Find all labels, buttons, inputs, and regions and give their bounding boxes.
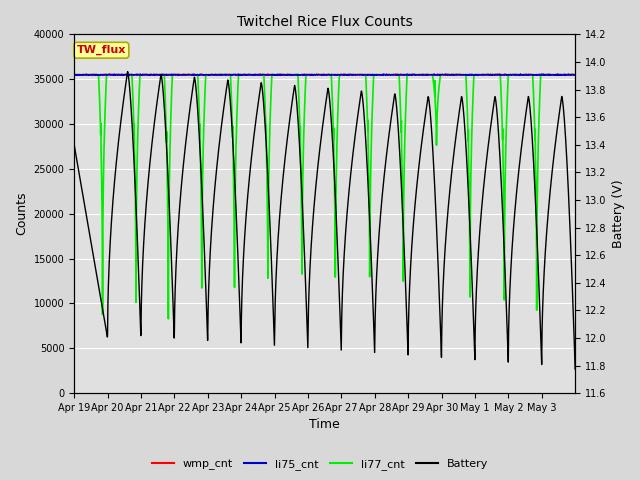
Text: TW_flux: TW_flux xyxy=(77,45,126,55)
Title: Twitchel Rice Flux Counts: Twitchel Rice Flux Counts xyxy=(237,15,413,29)
Y-axis label: Battery (V): Battery (V) xyxy=(612,180,625,248)
X-axis label: Time: Time xyxy=(309,419,340,432)
Y-axis label: Counts: Counts xyxy=(15,192,28,236)
Legend: wmp_cnt, li75_cnt, li77_cnt, Battery: wmp_cnt, li75_cnt, li77_cnt, Battery xyxy=(147,455,493,474)
